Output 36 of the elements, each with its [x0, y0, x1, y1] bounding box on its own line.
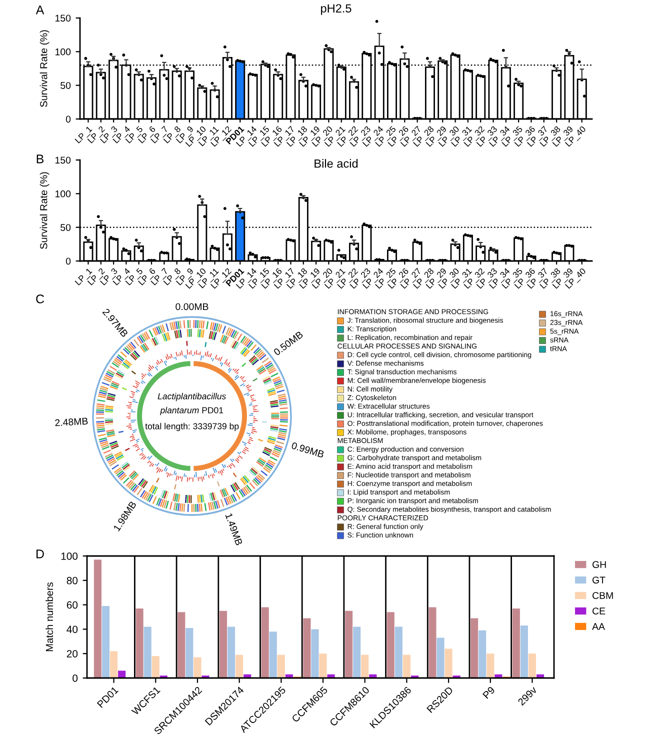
y-axis-title: Survival Rate (%) — [40, 172, 50, 249]
text: 0.00MB — [176, 303, 208, 310]
text: 0.99MB — [291, 442, 324, 458]
legend-label: GT — [592, 576, 606, 584]
y-tick-label: 0 — [72, 674, 78, 682]
y-tick-label: 50 — [60, 224, 71, 231]
y-tick-label: 60 — [66, 601, 78, 609]
legend-label: AA — [592, 623, 605, 630]
text: A — [36, 6, 44, 14]
text: 2.48MB — [55, 418, 88, 426]
y-tick-label: 20 — [66, 650, 78, 658]
y-tick-label: 150 — [55, 14, 71, 22]
y-tick-label: 0 — [66, 258, 71, 265]
legend-label: CBM — [592, 592, 613, 599]
y-axis-title: Survival Rate (%) — [40, 30, 50, 107]
y-tick-label: 100 — [61, 552, 78, 560]
text: Lactiplantibacillus — [158, 392, 226, 402]
y-tick-label: 50 — [60, 82, 71, 89]
text: total length: 3339739 bp — [145, 422, 239, 432]
legend-label: CE — [592, 608, 606, 614]
text: C — [36, 294, 44, 304]
y-tick-label: 0 — [66, 116, 71, 123]
legend-label: GH — [592, 561, 606, 568]
y-tick-label: 150 — [55, 156, 71, 164]
x-tick-label: P9 — [482, 686, 496, 699]
text: D — [36, 550, 44, 558]
chart-title: pH2.5 — [321, 4, 352, 15]
text: B — [36, 154, 44, 164]
y-tick-label: 100 — [55, 190, 71, 198]
text: plantarum — [160, 406, 199, 416]
y-tick-label: 40 — [66, 626, 78, 634]
y-tick-label: 80 — [66, 576, 78, 584]
y-axis-title: Match numbers — [46, 582, 54, 652]
y-tick-label: 100 — [55, 48, 71, 56]
text: PD01 — [202, 407, 224, 414]
chart-title: Bile acid — [314, 159, 358, 168]
